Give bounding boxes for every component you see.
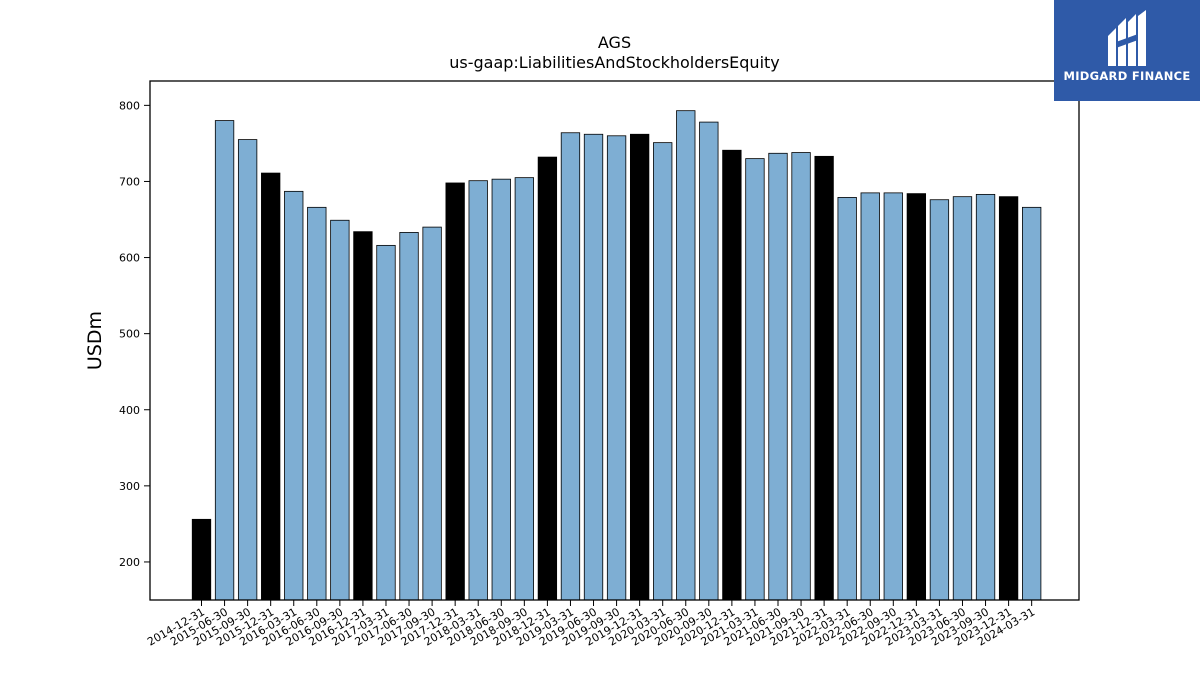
bar-2024-03-31 [1022,206,1042,601]
plot-frame [149,80,1080,601]
logo-text: MIDGARD FINANCE [1063,69,1191,83]
x-axis: 2014-12-312015-06-302015-09-302015-12-31… [145,600,1037,649]
y-tick-label: 800 [119,99,140,112]
y-tick-label: 200 [119,556,140,569]
bar-2016-12-31 [353,231,373,601]
bar-2021-09-30 [791,152,811,601]
bar-2023-09-30 [975,193,996,601]
bar-2019-06-30 [583,133,604,601]
bar-2018-06-30 [491,178,511,601]
bar-2016-09-30 [330,219,350,601]
bar-2021-03-31 [745,158,765,601]
bar-2018-03-31 [468,180,488,601]
bar-2020-03-31 [653,142,673,601]
y-tick-label: 300 [119,480,140,493]
chart-subtitle: us-gaap:LiabilitiesAndStockholdersEquity [449,53,780,72]
bars-group [191,110,1042,601]
bar-2023-03-31 [929,199,950,601]
bar-2015-12-31 [261,172,281,601]
y-tick-label: 400 [119,404,140,417]
y-axis-label: USDm [84,311,106,370]
bar-2022-12-31 [906,193,927,601]
bar-2015-06-30 [214,120,235,601]
bar-2016-06-30 [307,206,327,601]
bar-2015-09-30 [237,139,258,601]
bar-2021-12-31 [814,155,834,601]
bar-2016-03-31 [284,190,304,601]
chart-title: AGS [598,33,631,52]
bar-2018-09-30 [514,177,534,601]
bar-2020-12-31 [722,149,742,601]
bar-2017-03-31 [376,244,396,601]
bar-2020-09-30 [699,121,719,601]
y-tick-label: 500 [119,328,140,341]
bar-2022-03-31 [837,197,857,601]
bar-2022-09-30 [883,192,903,601]
bar-2023-06-30 [952,196,973,601]
bar-2021-06-30 [768,152,788,601]
midgard-finance-logo: MIDGARD FINANCE [1054,0,1200,101]
bar-2023-12-31 [998,196,1019,601]
bar-2019-03-31 [560,132,581,601]
midgard-m-logo-icon [1108,10,1146,66]
y-axis: 200 300 400 500 600 700 800 [119,99,150,569]
bar-2020-06-30 [676,110,696,601]
bar-2019-12-31 [629,133,650,601]
bar-2017-09-30 [422,226,442,601]
bar-2017-06-30 [399,232,419,601]
bar-2017-12-31 [445,182,465,601]
bar-2022-06-30 [860,192,880,601]
bar-2018-12-31 [537,156,558,601]
bar-2014-12-31 [191,518,212,601]
y-tick-label: 600 [119,252,140,265]
bar-2019-09-30 [606,135,627,601]
y-tick-label: 700 [119,175,140,188]
